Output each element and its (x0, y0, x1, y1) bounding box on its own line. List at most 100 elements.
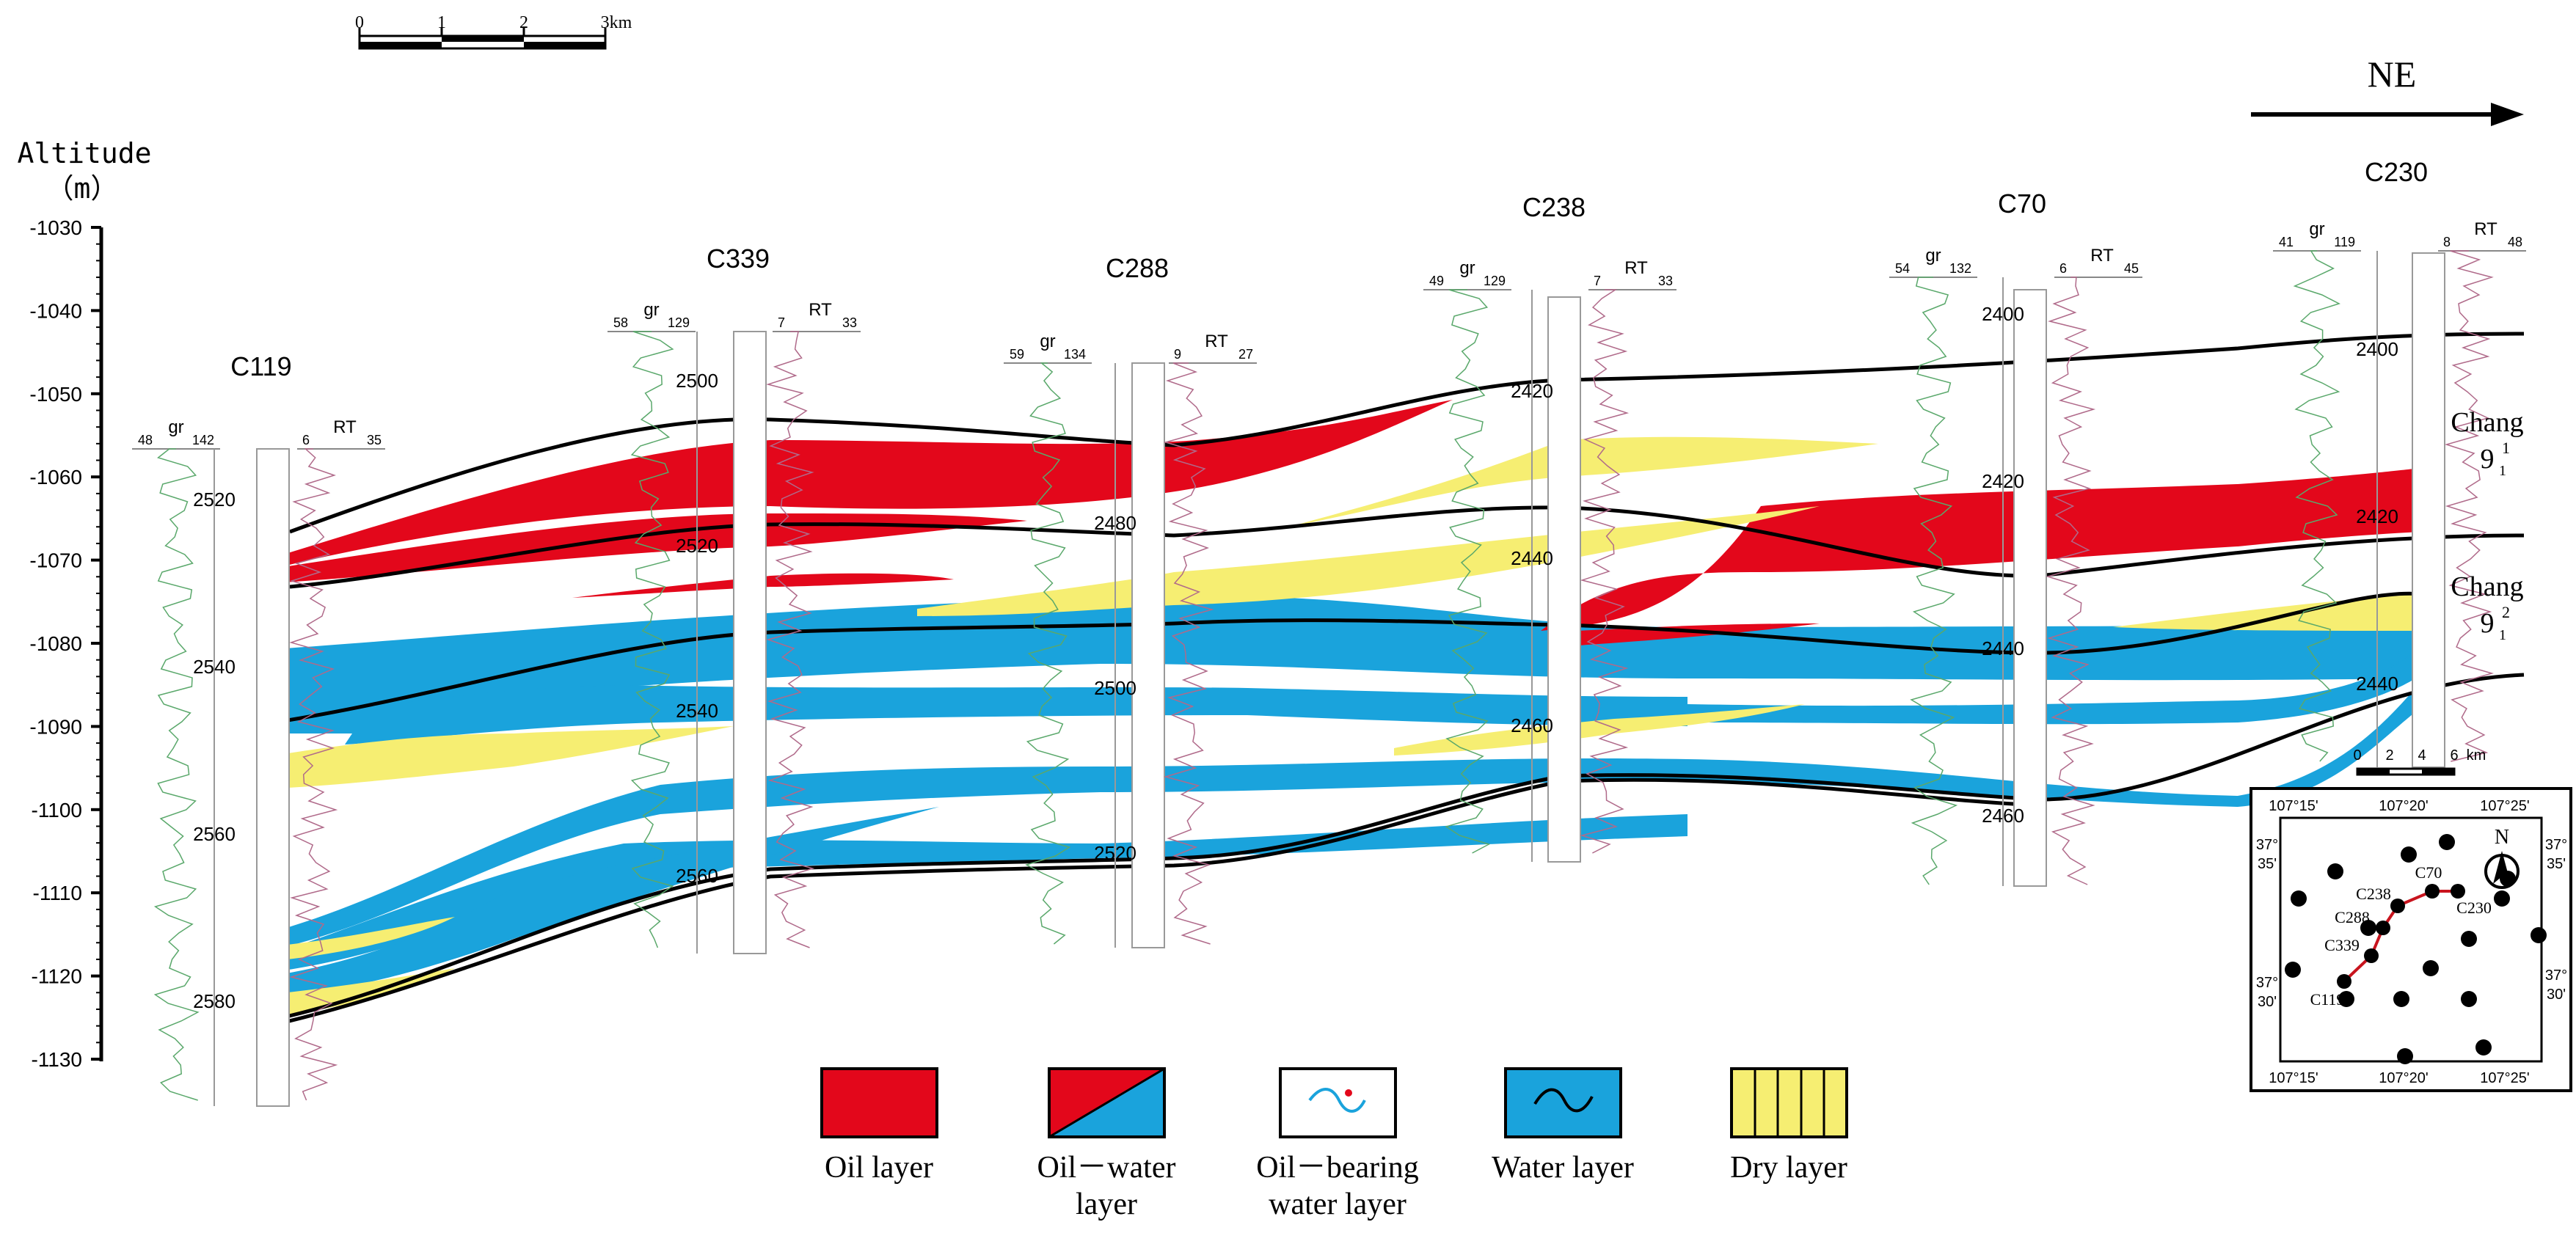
dry-layer-body (274, 917, 455, 961)
map-well-label: C238 (2356, 885, 2391, 903)
map-well-dots (2285, 834, 2547, 1064)
legend-label: layer (1076, 1188, 1137, 1221)
axis-tick-label: -1110 (33, 882, 82, 904)
correlation-layers (271, 332, 2525, 1027)
gr-label: gr (1040, 332, 1055, 351)
direction-arrow: NE (2251, 54, 2524, 126)
gr-max: 119 (2334, 235, 2355, 249)
map-well-label: C339 (2324, 936, 2360, 954)
scale-tick-2: 2 (519, 13, 528, 32)
rt-label: RT (2474, 219, 2497, 239)
lon-label: 107°15' (2269, 798, 2318, 814)
lon-label: 107°20' (2379, 1070, 2428, 1086)
axis-tick-label: -1040 (29, 299, 82, 322)
location-map: 0 2 4 6 km 107°15' 107°20' 107°25' 107°1… (2250, 747, 2572, 1092)
boundary-line-bottom (273, 673, 2525, 1022)
lat-label: 35' (2547, 856, 2566, 872)
zone-sup-2: 2 (2502, 603, 2510, 621)
gr-min: 41 (2279, 235, 2294, 249)
lon-label: 107°25' (2480, 1070, 2529, 1086)
water-layer-body (1687, 645, 2421, 725)
gr-log-curve (153, 448, 200, 1101)
depth-label: 2560 (193, 823, 236, 845)
well-c288: C288 gr 59 134 RT 9 27 2480 2500 2520 (1004, 253, 1257, 948)
dry-layer-body (1394, 704, 1805, 755)
gr-max: 129 (668, 315, 690, 330)
oil-layer-body (274, 400, 1453, 568)
zone-subsub-2: 1 (2499, 627, 2506, 643)
depth-label: 2400 (1982, 303, 2024, 325)
rt-label: RT (2090, 246, 2114, 266)
axis-tick-label: -1100 (31, 799, 82, 822)
oil-layer-body (1541, 468, 2421, 631)
rt-min: 7 (1594, 274, 1601, 288)
rt-label: RT (1624, 258, 1648, 278)
depth-label: 2520 (676, 535, 718, 557)
axis-tick-label: -1030 (29, 216, 82, 239)
depth-label: 2560 (676, 865, 718, 887)
axis-unit: （m） (46, 172, 119, 205)
dry-layer-body (917, 506, 1820, 616)
lon-label: 107°25' (2480, 798, 2529, 814)
depth-label: 2580 (193, 990, 236, 1012)
well-c238: C238 gr 49 129 RT 7 33 2420 2440 2460 (1423, 192, 1676, 863)
gr-label: gr (1925, 246, 1941, 266)
rt-max: 33 (842, 315, 857, 330)
well-name: C70 (1998, 189, 2046, 219)
scale-bar: 0 1 2 3km (355, 13, 632, 50)
depth-label: 2480 (1094, 512, 1136, 534)
axis-title: Altitude (17, 137, 151, 169)
axis-tick-label: -1080 (29, 632, 82, 655)
lat-label: 35' (2258, 856, 2277, 872)
well-name: C238 (1522, 192, 1586, 222)
rt-min: 6 (302, 433, 310, 447)
depth-label: 2440 (1982, 637, 2024, 659)
altitude-axis: Altitude （m） -1030 -1040 -1050 -1060 -1070 -1… (17, 137, 151, 1071)
lat-label: 30' (2547, 987, 2566, 1003)
legend-label: water layer (1269, 1188, 1406, 1221)
legend-label: Dry layer (1730, 1151, 1847, 1185)
lat-label: 37° (2256, 837, 2278, 853)
zone-sup-1: 1 (2502, 439, 2510, 457)
depth-label: 2420 (1511, 380, 1553, 402)
depth-label: 2420 (1982, 470, 2024, 492)
water-layer-body (274, 685, 1687, 744)
map-well-label: C230 (2456, 899, 2492, 917)
gr-label: gr (1459, 258, 1475, 278)
depth-label: 2500 (1094, 677, 1136, 699)
water-layer-body (274, 596, 2421, 722)
gr-log-curve (1910, 277, 1958, 885)
map-well-label: C119 (2310, 990, 2345, 1009)
depth-label: 2520 (1094, 842, 1136, 864)
north-label: N (2495, 826, 2509, 849)
rt-log-curve (766, 331, 815, 948)
zone-subsub-1: 1 (2499, 463, 2506, 479)
depth-label: 2460 (1982, 805, 2024, 827)
rt-label: RT (1205, 332, 1228, 351)
axis-tick-label: -1120 (31, 965, 82, 988)
rt-log-curve (2444, 250, 2495, 762)
depth-label: 2400 (2356, 338, 2398, 360)
gr-min: 54 (1895, 261, 1910, 276)
depth-label: 2460 (1511, 714, 1553, 736)
gr-min: 49 (1429, 274, 1444, 288)
map-scale-km: km (2467, 747, 2486, 764)
lon-label: 107°15' (2269, 1070, 2318, 1086)
rt-log-curve (2046, 277, 2096, 885)
rt-log-curve (1163, 362, 1214, 945)
axis-tick-label: -1070 (29, 549, 82, 572)
gr-log-curve (1445, 289, 1491, 854)
depth-label: 2440 (2356, 673, 2398, 695)
rt-max: 35 (367, 433, 382, 447)
well-name: C230 (2365, 157, 2428, 187)
dry-layer-body (2113, 594, 2421, 631)
boundary-line-top (289, 332, 2525, 534)
zone-label-2: Chang (2451, 571, 2523, 602)
gr-min: 58 (613, 315, 628, 330)
gr-max: 129 (1484, 274, 1506, 288)
rt-max: 33 (1658, 274, 1673, 288)
scale-tick-3: 3km (601, 13, 632, 32)
